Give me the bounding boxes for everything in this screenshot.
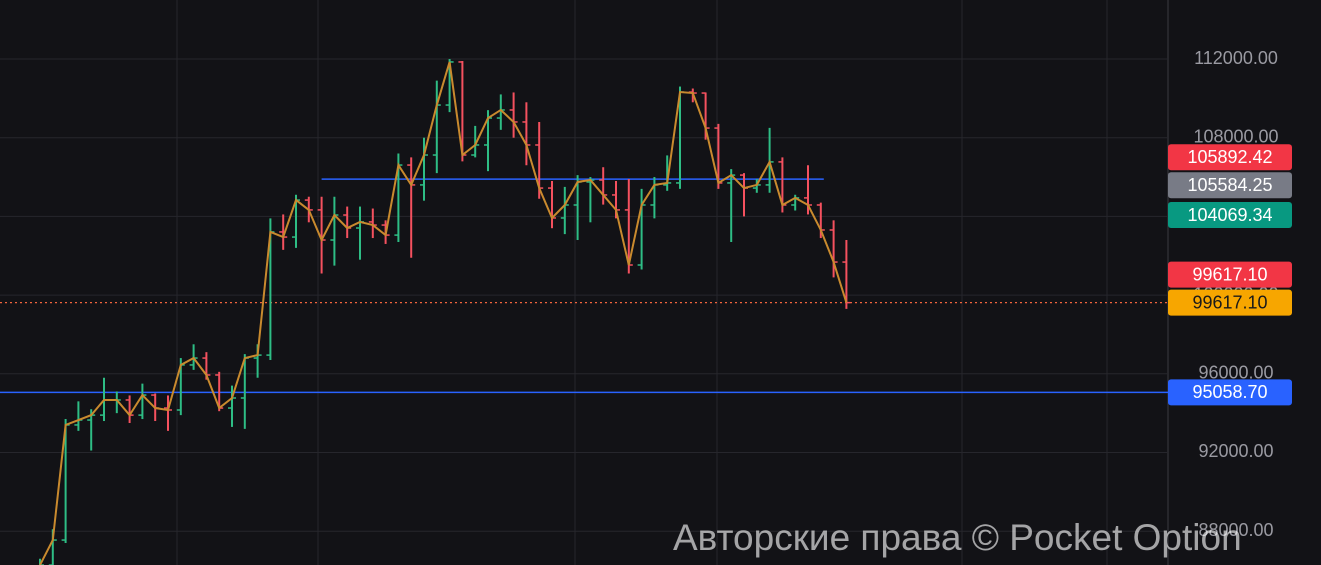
time-grid: [176, 0, 1108, 565]
price-badge: [1168, 261, 1292, 288]
y-tick-label: 112000.00: [1194, 48, 1278, 68]
watermark: Авторские права © Pocket Option: [673, 517, 1242, 558]
price-badge: [1168, 172, 1292, 199]
price-badge-label: 105584.25: [1187, 175, 1272, 195]
price-badge-label: 105892.42: [1187, 147, 1272, 167]
price-badge: [1168, 379, 1292, 406]
price-badge-label: 99617.10: [1192, 264, 1267, 284]
price-badge-label: 99617.10: [1192, 292, 1267, 312]
close-line: [39, 61, 848, 565]
price-badge-label: 104069.34: [1187, 205, 1272, 225]
price-badge: [1168, 289, 1292, 316]
price-badge: [1168, 144, 1292, 171]
y-tick-label: 88000.00: [1198, 520, 1273, 540]
price-badge: [1168, 202, 1292, 229]
y-tick-label: 92000.00: [1198, 441, 1273, 461]
price-badge-label: 95058.70: [1192, 382, 1267, 402]
y-tick-label: 108000.00: [1193, 126, 1278, 146]
y-tick-label: 96000.00: [1198, 363, 1273, 383]
